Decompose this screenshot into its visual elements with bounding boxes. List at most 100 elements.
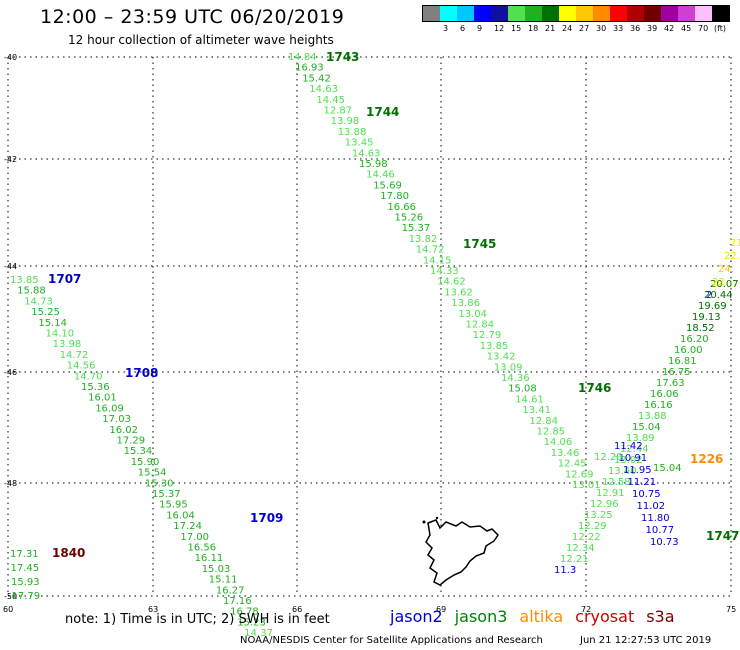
color-scale-legend: 3 6 9 12 15 18 21 24 27 30 33 36 39 42 45 70 (ft) <box>422 5 730 34</box>
swh-value: 15.26 <box>395 213 424 224</box>
color-scale-label: 27 <box>579 24 590 33</box>
swh-value: 16.56 <box>188 543 217 554</box>
swh-value: 16.00 <box>674 345 703 356</box>
swh-value: 15.90 <box>131 457 160 468</box>
swh-value: 13.98 <box>53 339 82 350</box>
swh-value: 13.25 <box>584 510 613 521</box>
color-scale-label: 15 <box>511 24 522 33</box>
color-swatch <box>678 6 695 21</box>
color-swatch <box>423 6 440 21</box>
swh-value: 13.40 <box>608 466 637 477</box>
swh-value: 12.85 <box>537 427 566 438</box>
color-scale-label: 9 <box>477 24 483 33</box>
swh-value: 15.69 <box>373 180 402 191</box>
pass-time-label: 1743 <box>326 50 359 64</box>
swh-value: 13.85 <box>480 341 509 352</box>
swh-value: 14.56 <box>67 361 96 372</box>
swh-value: 13.88 <box>338 127 367 138</box>
swh-value: 15.37 <box>152 489 181 500</box>
lat-label: -40 <box>4 53 17 62</box>
lon-label: 72 <box>581 605 591 614</box>
pass-time-label: 1226 <box>690 452 723 466</box>
swh-value: 17.00 <box>180 532 209 543</box>
swh-value: 15.14 <box>38 318 67 329</box>
swh-value: 19.69 <box>698 301 727 312</box>
lon-label: 69 <box>436 605 446 614</box>
swh-value: 14.84 <box>288 52 317 63</box>
swh-value: 16.04 <box>166 510 195 521</box>
color-scale-labels: 3 6 9 12 15 18 21 24 27 30 33 36 39 42 45 70 (ft) <box>422 22 730 34</box>
generated-timestamp: Jun 21 12:27:53 UTC 2019 <box>580 635 712 646</box>
color-swatch <box>542 6 559 21</box>
lat-label: -44 <box>4 262 17 271</box>
pass-time-label: 1747 <box>706 529 739 543</box>
swh-value: 16.16 <box>644 400 673 411</box>
swh-value: 12.44 <box>620 444 649 455</box>
swh-value: 12.96 <box>590 499 619 510</box>
swh-value: 20.44 <box>704 290 733 301</box>
pass-time-label: 1708 <box>125 366 158 380</box>
color-swatch <box>474 6 491 21</box>
color-scale-label: 36 <box>630 24 641 33</box>
color-swatch <box>559 6 576 21</box>
swh-value: 13.46 <box>551 448 580 459</box>
color-scale-label: 12 <box>494 24 505 33</box>
swh-value: 11.21 <box>628 477 657 488</box>
swh-value: 18.52 <box>686 323 715 334</box>
swh-value: 13.86 <box>451 298 480 309</box>
color-scale-swatches <box>422 5 730 22</box>
color-scale-label: 21 <box>545 24 556 33</box>
swh-value: 16.66 <box>387 202 416 213</box>
swh-value: 15.95 <box>159 500 188 511</box>
swh-value: 12.29 <box>594 452 623 463</box>
color-swatch <box>508 6 525 21</box>
swh-value: 16.06 <box>650 389 679 400</box>
satellite-legend-item: s3a <box>646 607 675 626</box>
lon-label: 60 <box>3 605 13 614</box>
lat-lon-grid <box>7 56 732 597</box>
color-swatch <box>525 6 542 21</box>
swh-value: 12.58 <box>602 477 631 488</box>
color-scale-label: 39 <box>647 24 658 33</box>
swh-value: 13.09 <box>494 362 523 373</box>
pass-time-label: 1744 <box>366 105 399 119</box>
altimeter-tracks: 14.8416.9315.4214.6314.4512.8713.9813.88… <box>10 50 740 639</box>
chart-subtitle: 12 hour collection of altimeter wave hei… <box>68 33 334 47</box>
swh-value: 13.41 <box>522 405 551 416</box>
axis-labels: -40 -42 -44 -46 -48 -50 60 63 66 69 72 75 <box>3 53 736 614</box>
swh-value: 17.16 <box>223 596 252 607</box>
lat-label: -50 <box>4 592 17 601</box>
swh-value: 15.34 <box>124 446 153 457</box>
swh-value: 13.01 <box>572 480 601 491</box>
swh-value: 17.79 <box>12 591 41 602</box>
kerguelen-island <box>422 516 499 586</box>
pass-time-label: 1746 <box>578 381 611 395</box>
swh-value: 24. <box>718 264 734 275</box>
swh-value: 17.29 <box>117 436 146 447</box>
swh-value: 19.13 <box>692 312 721 323</box>
swh-value: 16.09 <box>95 403 124 414</box>
swh-value: 15.04 <box>653 463 682 474</box>
swh-value: 22.5 <box>724 251 740 262</box>
swh-value: 13.62 <box>444 287 473 298</box>
satellite-legend: jason2 jason3 altika cryosat s3a <box>390 607 687 626</box>
swh-value: 16.81 <box>668 356 697 367</box>
swh-value: 15.03 <box>202 564 231 575</box>
swh-value: 13.85 <box>10 275 39 286</box>
pass-time-label: 1840 <box>52 546 85 560</box>
swh-value: 16.78 <box>230 607 259 618</box>
swh-value: 22. <box>712 277 728 288</box>
swh-value: 10.91 <box>619 453 648 464</box>
swh-value: 15.25 <box>31 307 60 318</box>
swh-value: 14.45 <box>316 95 345 106</box>
color-scale-label: 24 <box>562 24 573 33</box>
swh-value: 15.36 <box>81 382 110 393</box>
swh-value: 15.88 <box>17 286 46 297</box>
swh-value: 11.42 <box>614 441 643 452</box>
swh-value: 20.07 <box>710 279 739 290</box>
swh-value: 12.69 <box>565 469 594 480</box>
color-scale-label: 70 <box>698 24 709 33</box>
swh-value: 17.31 <box>10 549 39 560</box>
swh-value: 12.84 <box>529 416 558 427</box>
swh-value: 15.04 <box>632 422 661 433</box>
